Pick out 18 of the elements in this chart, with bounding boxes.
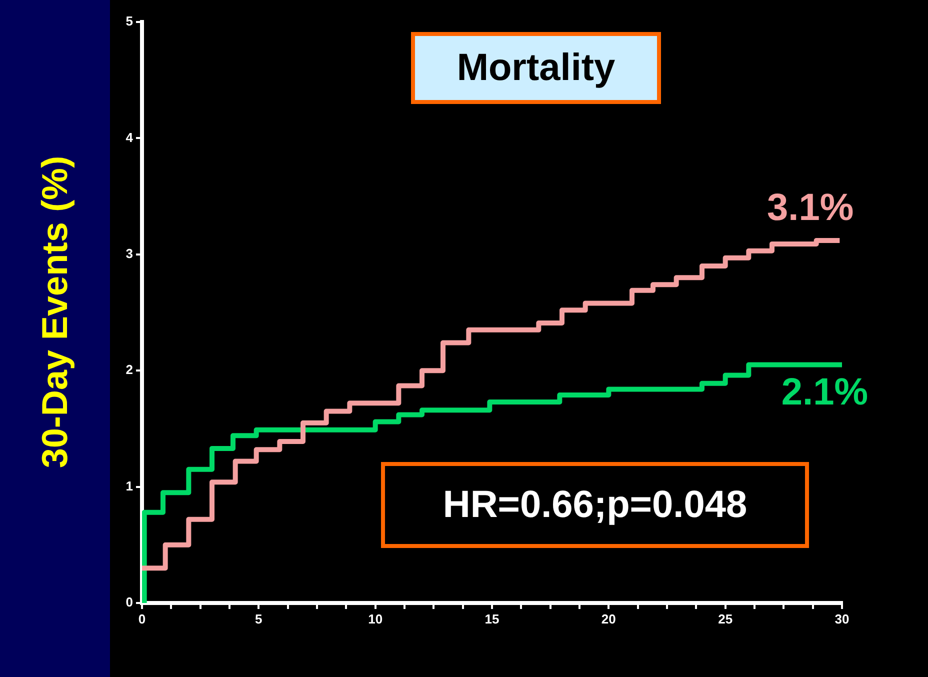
x-tick-label: 30 [834,611,850,626]
x-tick-label: 25 [718,611,733,626]
x-tick-label: 0 [138,611,146,626]
y-axis-title: 30-Day Events (%) [34,156,76,468]
x-tick-label: 20 [601,611,616,626]
annotation: 2.1% [781,371,868,414]
y-tick-label: 3 [126,246,133,261]
text: Mortality [411,32,661,104]
y-tick-label: 5 [126,14,133,29]
y-tick-label: 2 [126,362,133,378]
y-tick-label: 4 [126,130,134,145]
annotation: HR=0.66;p=0.048 [381,462,809,548]
y-tick-label: 0 [126,594,133,610]
y-tick-label: 1 [126,478,133,494]
x-tick-label: 5 [255,611,262,626]
annotation: 3.1% [767,186,854,229]
x-tick-label: 10 [368,611,383,626]
x-tick-label: 15 [484,611,500,626]
